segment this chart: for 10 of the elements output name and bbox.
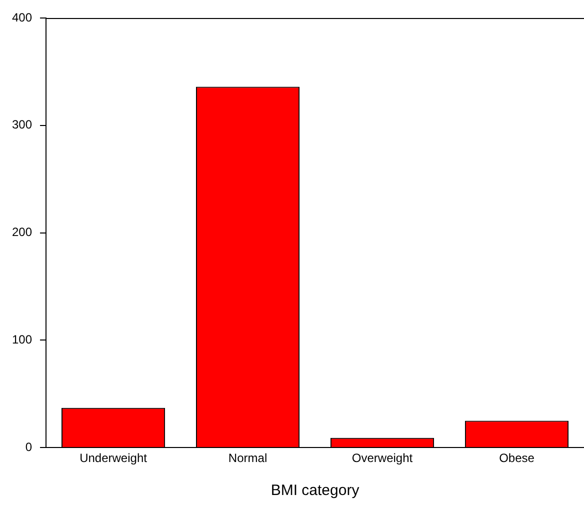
y-tick-label: 0 <box>25 440 32 454</box>
x-axis-title: BMI category <box>270 482 360 500</box>
y-tick-label: 400 <box>12 10 32 24</box>
y-tick-label: 300 <box>12 118 32 132</box>
x-tick-label: Overweight <box>352 451 414 466</box>
x-tick-label: Obese <box>499 451 535 466</box>
y-tick-label: 200 <box>12 225 32 240</box>
y-tick-label: 100 <box>12 332 32 347</box>
x-tick-label: Normal <box>228 451 268 466</box>
x-tick-label: Underweight <box>80 451 148 466</box>
